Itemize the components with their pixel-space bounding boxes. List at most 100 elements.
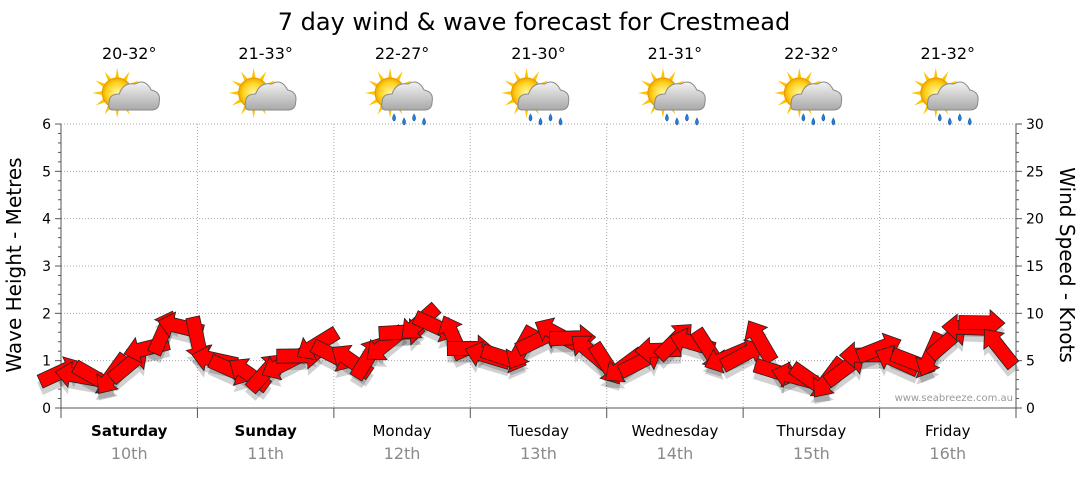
rain-drop (538, 117, 543, 126)
sun-ray (641, 98, 652, 106)
day-headers: 20-32° Saturday 10th 21-33° Sunday 11th 22-27°… (91, 44, 979, 463)
sun-ray (660, 68, 665, 79)
day-name: Monday (372, 422, 431, 440)
cloud-shape (926, 81, 979, 111)
y-left-tick-label: 3 (42, 259, 51, 275)
sun-ray (797, 68, 802, 79)
sun-ray (774, 91, 785, 95)
wind-arrow (983, 328, 1020, 371)
sun-ray (377, 71, 385, 82)
rain-drop (831, 117, 836, 126)
wind-arrows (37, 302, 1020, 398)
day-temperature: 21-31° (648, 44, 703, 63)
day-date: 10th (111, 444, 148, 463)
y-right-axis-label: Wind Speed - Knots (1055, 167, 1079, 363)
day-temperature: 22-27° (375, 44, 430, 63)
watermark: www.seabreeze.com.au (895, 393, 1013, 404)
sun-ray (95, 80, 106, 88)
showers-icon (637, 68, 706, 126)
day-name: Tuesday (507, 422, 569, 440)
rain-drop (685, 113, 689, 122)
day-name: Sunday (234, 422, 297, 440)
sun-ray (368, 80, 379, 88)
sun-ray (805, 71, 812, 82)
sun-ray (501, 91, 512, 95)
grid (61, 123, 1016, 408)
cloud-shape (108, 81, 161, 111)
partly-cloudy-icon (228, 68, 297, 118)
rain-drop (665, 113, 669, 122)
y-left-tick-label: 5 (42, 164, 51, 180)
rain-drop (412, 113, 416, 122)
sun-ray (923, 71, 931, 82)
sun-ray (637, 91, 649, 95)
y-right-tick-label: 10 (1026, 306, 1044, 322)
day-date: 11th (247, 444, 284, 463)
day-name: Thursday (775, 422, 846, 440)
y-left-tick-label: 2 (42, 306, 51, 322)
cloud-shape (381, 81, 433, 111)
sun-ray (365, 91, 376, 95)
day-temperature: 21-30° (511, 44, 566, 63)
sun-ray (514, 71, 521, 82)
rain-drop (801, 113, 806, 122)
day-temperature: 22-32° (784, 44, 839, 63)
cloud-shape (653, 81, 706, 111)
day-name: Friday (925, 422, 971, 440)
wind-arrow (958, 309, 1006, 337)
y-left-tick-label: 6 (42, 117, 51, 133)
sun-ray (941, 71, 949, 82)
sun-ray (504, 80, 515, 88)
sun-ray (777, 80, 788, 88)
y-left-tick-label: 0 (42, 401, 51, 417)
day-date: 16th (929, 444, 966, 463)
sun-ray (668, 71, 676, 82)
sun-ray (231, 80, 242, 88)
showers-icon (774, 68, 843, 126)
sun-ray (122, 71, 130, 82)
y-right-tick-label: 0 (1026, 401, 1035, 417)
day-date: 12th (384, 444, 421, 463)
rain-drop (937, 113, 942, 122)
sun-ray (368, 98, 379, 106)
rain-drop (392, 113, 396, 122)
sun-ray (650, 71, 658, 82)
sun-ray (115, 68, 120, 79)
day-date: 15th (793, 444, 830, 463)
y-left-tick-label: 1 (42, 354, 51, 370)
day-date: 14th (657, 444, 694, 463)
sun-ray (914, 98, 924, 106)
sun-ray (504, 98, 515, 106)
rain-drop (957, 113, 962, 122)
day-name: Saturday (91, 422, 168, 440)
showers-icon (365, 68, 433, 126)
showers-icon (910, 68, 979, 126)
rain-drop (967, 117, 972, 126)
sun-ray (910, 91, 921, 95)
sun-ray (95, 98, 106, 106)
y-right-tick-label: 15 (1026, 259, 1044, 275)
sun-ray (251, 68, 256, 79)
sun-ray (228, 91, 239, 95)
cloud-shape (517, 81, 570, 111)
sun-ray (241, 71, 248, 82)
rain-drop (947, 117, 952, 126)
rain-drop (422, 117, 426, 126)
wind-arrow (744, 320, 779, 365)
rain-drop (402, 117, 406, 126)
sun-ray (231, 98, 242, 106)
rain-drop (548, 113, 553, 122)
sun-ray (914, 80, 924, 88)
day-temperature: 20-32° (102, 44, 157, 63)
rain-drop (695, 117, 699, 126)
sun-ray (395, 71, 403, 82)
cloud-shape (244, 81, 297, 111)
rain-drop (675, 117, 679, 126)
y-left-tick-label: 4 (42, 212, 51, 228)
sun-ray (777, 98, 788, 106)
sun-ray (388, 68, 393, 79)
day-date: 13th (520, 444, 557, 463)
y-right-tick-label: 30 (1026, 117, 1044, 133)
